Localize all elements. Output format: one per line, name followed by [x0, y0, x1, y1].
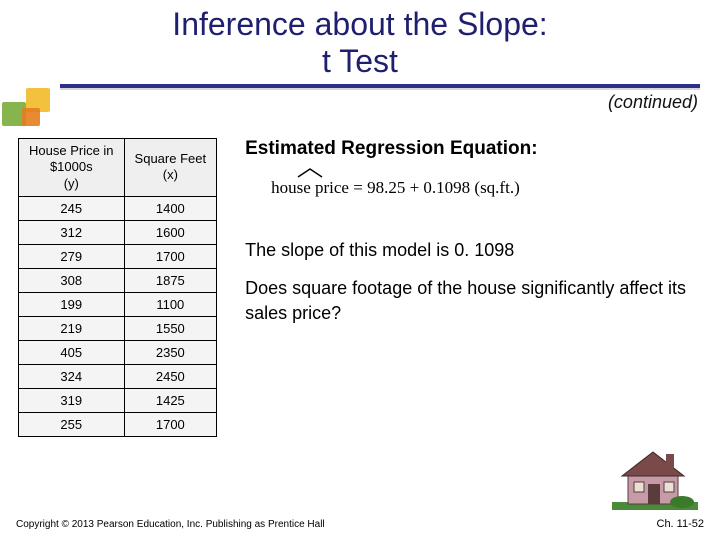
table-row: 3081875 [19, 268, 217, 292]
title-rule [60, 84, 700, 88]
table-row: 2191550 [19, 316, 217, 340]
question-text: Does square footage of the house signifi… [245, 276, 702, 325]
table-cell: 308 [19, 268, 125, 292]
table-cell: 199 [19, 292, 125, 316]
regression-equation: house price = 98.25 + 0.1098 (sq.ft.) [271, 178, 702, 198]
equation-heading: Estimated Regression Equation: [245, 138, 702, 160]
table-cell: 2450 [124, 364, 217, 388]
table-cell: 279 [19, 244, 125, 268]
table-row: 3242450 [19, 364, 217, 388]
decorative-squares [2, 88, 60, 132]
copyright-footer: Copyright © 2013 Pearson Education, Inc.… [16, 519, 325, 530]
table-cell: 1425 [124, 388, 217, 412]
table-cell: 1700 [124, 244, 217, 268]
table-row: 3121600 [19, 220, 217, 244]
table-cell: 1400 [124, 196, 217, 220]
hat-icon [297, 167, 323, 178]
table-cell: 1875 [124, 268, 217, 292]
table-cell: 312 [19, 220, 125, 244]
data-table: House Price in $1000s (y) Square Feet (x… [18, 138, 217, 437]
table-row: 3191425 [19, 388, 217, 412]
table-row: 1991100 [19, 292, 217, 316]
table-row: 2791700 [19, 244, 217, 268]
table-row: 2551700 [19, 412, 217, 436]
table-cell: 1600 [124, 220, 217, 244]
table-cell: 255 [19, 412, 125, 436]
table-cell: 219 [19, 316, 125, 340]
table-row: 2451400 [19, 196, 217, 220]
title-line-1: Inference about the Slope: [0, 6, 720, 43]
table-header-x: Square Feet (x) [124, 139, 217, 197]
table-cell: 1550 [124, 316, 217, 340]
page-number: Ch. 11-52 [657, 518, 705, 530]
table-cell: 324 [19, 364, 125, 388]
table-header-y: House Price in $1000s (y) [19, 139, 125, 197]
house-icon [612, 444, 698, 510]
title-line-2: t Test [0, 43, 720, 80]
table-cell: 405 [19, 340, 125, 364]
table-cell: 1100 [124, 292, 217, 316]
table-body: 2451400312160027917003081875199110021915… [19, 196, 217, 436]
table-cell: 319 [19, 388, 125, 412]
slope-statement: The slope of this model is 0. 1098 [245, 238, 702, 262]
table-cell: 2350 [124, 340, 217, 364]
table-cell: 245 [19, 196, 125, 220]
table-cell: 1700 [124, 412, 217, 436]
table-row: 4052350 [19, 340, 217, 364]
continued-label: (continued) [0, 88, 720, 113]
